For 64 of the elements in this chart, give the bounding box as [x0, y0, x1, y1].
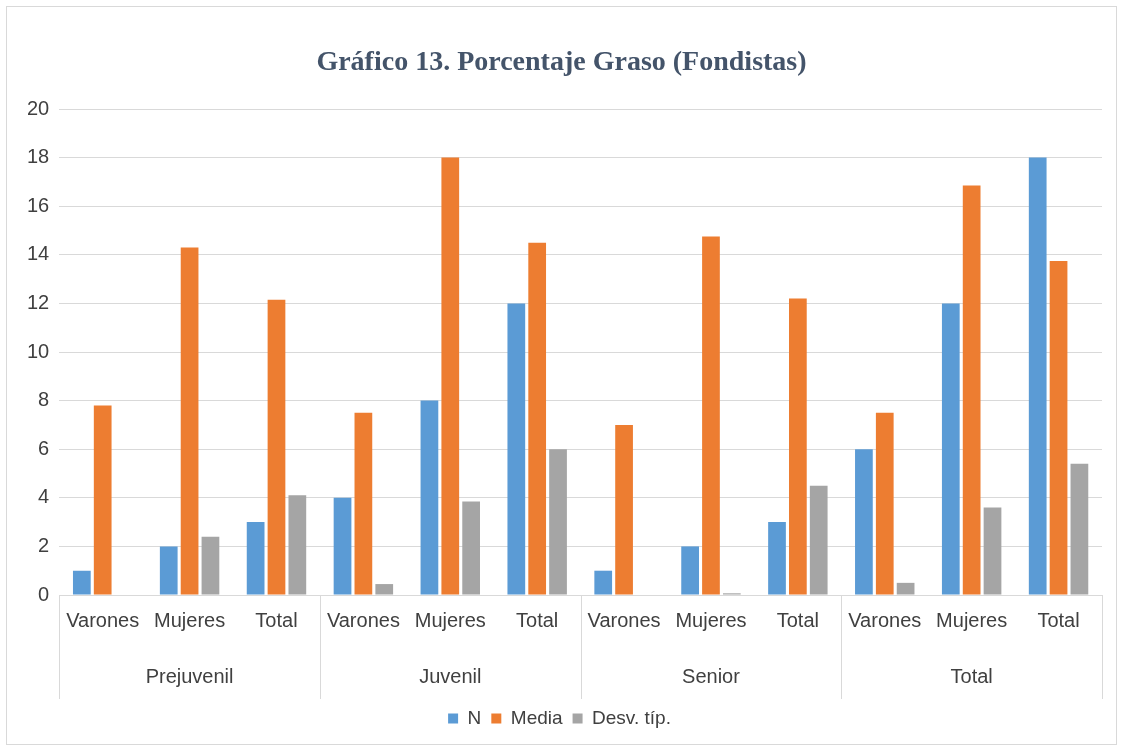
y-tick-label: 20 [27, 96, 50, 119]
bar [246, 522, 265, 595]
bar [1049, 260, 1068, 595]
bar [159, 546, 178, 595]
text: Senior [682, 664, 741, 687]
x-tick-label: Varones [587, 608, 661, 631]
x-tick-label: Mujeres [936, 608, 1008, 631]
text: Juvenil [419, 664, 482, 687]
bar [441, 157, 460, 595]
chart-title: Gráfico 13. Porcentaje Graso (Fondistas) [315, 45, 808, 77]
bar [768, 522, 786, 595]
bar [93, 405, 112, 595]
x-tick-label: Total [776, 608, 819, 631]
x-tick-label: Varones [326, 608, 400, 631]
bar [420, 400, 439, 595]
bar [375, 584, 394, 595]
bar [549, 449, 567, 595]
bar [354, 412, 373, 595]
x-tick-label: Mujeres [675, 608, 747, 631]
y-tick-label: 8 [38, 388, 50, 411]
bar [681, 546, 699, 595]
y-tick-label: 2 [38, 533, 50, 556]
bar [615, 424, 633, 595]
text: Prejuvenil [145, 664, 234, 687]
y-tick-label: 14 [27, 242, 50, 265]
x-tick-label: Total [1037, 608, 1080, 631]
bar [855, 449, 873, 595]
x-tick-label: Mujeres [414, 608, 486, 631]
bar [267, 299, 286, 595]
bar [809, 485, 828, 595]
bar [462, 501, 480, 595]
bar [288, 495, 307, 595]
x-tick-label: Mujeres [154, 608, 226, 631]
y-tick-label: 6 [38, 436, 50, 459]
bar [941, 303, 960, 595]
bar [896, 582, 915, 595]
bar [72, 570, 91, 595]
legend-label: Media [510, 706, 563, 728]
y-tick-label: 10 [27, 339, 50, 362]
bar [528, 242, 547, 595]
y-tick-label: 0 [38, 582, 50, 605]
x-tick-label: Total [255, 608, 298, 631]
bar [962, 185, 981, 595]
bar [1070, 463, 1089, 595]
bar [333, 497, 352, 595]
legend-label: Desv. típ. [592, 706, 671, 728]
bar [180, 247, 199, 595]
legend-label: N [467, 706, 482, 728]
y-tick-label: 12 [27, 290, 50, 313]
bar [789, 298, 807, 595]
bar [201, 536, 220, 595]
y-tick-label: 18 [27, 145, 50, 168]
y-tick-label: 16 [27, 193, 50, 216]
bar [594, 570, 613, 595]
bar [507, 303, 526, 595]
bar [1028, 157, 1047, 595]
x-tick-label: Total [516, 608, 559, 631]
y-tick-label: 4 [38, 485, 50, 508]
text: Total [950, 664, 993, 687]
bar [875, 412, 894, 595]
x-tick-label: Varones [848, 608, 922, 631]
bar [702, 236, 720, 595]
x-tick-label: Varones [66, 608, 140, 631]
bar [983, 507, 1002, 595]
